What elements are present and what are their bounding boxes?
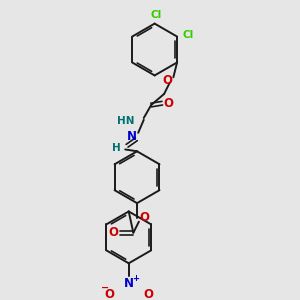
Text: O: O <box>108 226 118 239</box>
Text: O: O <box>104 288 114 300</box>
Text: Cl: Cl <box>151 10 162 20</box>
Text: O: O <box>164 97 174 110</box>
Text: O: O <box>143 288 153 300</box>
Text: −: − <box>100 283 109 293</box>
Text: +: + <box>133 274 140 283</box>
Text: O: O <box>163 74 173 87</box>
Text: N: N <box>127 130 137 143</box>
Text: O: O <box>140 211 149 224</box>
Text: Cl: Cl <box>182 30 194 40</box>
Text: N: N <box>124 277 134 290</box>
Text: H: H <box>112 142 120 153</box>
Text: HN: HN <box>117 116 134 126</box>
